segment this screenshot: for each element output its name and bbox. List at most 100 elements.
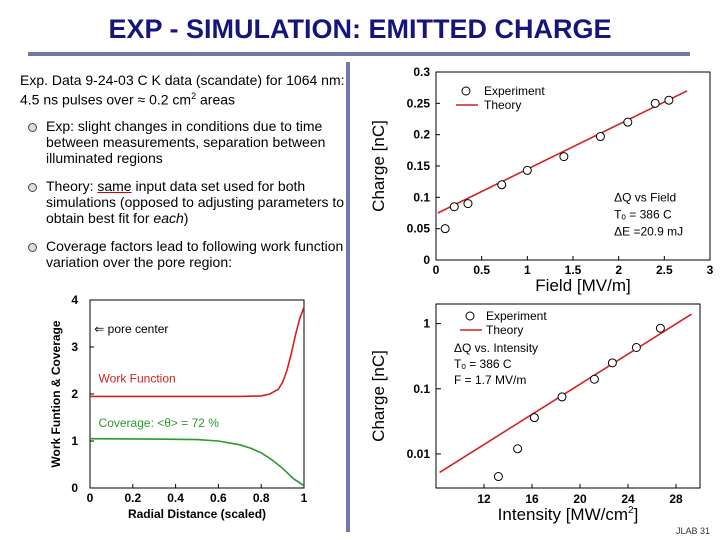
x-axis-label: Intensity [MW/cm2] [498, 505, 639, 524]
experiment-point [529, 413, 539, 423]
legend-experiment-marker [461, 86, 471, 96]
legend-theory-label: Theory [484, 98, 521, 112]
y-tick-label: 0 [71, 481, 78, 495]
experiment-point [559, 152, 569, 162]
x-tick-label: 0.6 [210, 491, 227, 505]
bullet-3-text: Coverage factors lead to following work … [46, 238, 344, 270]
y-tick-label: 0.2 [413, 128, 430, 142]
y-tick-label: 4 [71, 293, 78, 307]
y-tick-label: 0.25 [407, 96, 431, 110]
pore-center-annotation: ⇐ pore center [94, 322, 168, 336]
x-tick-label: 24 [621, 492, 635, 506]
bullet-experiment: Exp: slight changes in conditions due to… [28, 118, 356, 166]
bullet-2-mid: input data set used for both simulations… [46, 178, 345, 226]
x-axis-label-main: Intensity [MW/cm [498, 505, 628, 524]
field-annotation: ΔE =20.9 mJ [614, 225, 683, 239]
y-tick-label: 1 [71, 434, 78, 448]
title-underline [28, 52, 690, 56]
charge-vs-field-chart: 0 0.5 1 1.5 2 2.5 3 0 0.05 0.1 0.15 0.2 0.25 0.3 Field… [369, 65, 714, 295]
bullet-dot-icon [28, 183, 37, 192]
experiment-point [463, 199, 473, 209]
field-annotation: ΔQ vs Field [614, 191, 676, 205]
intensity-annotation: Tₒ = 386 C [454, 357, 512, 371]
experiment-point [522, 165, 532, 175]
charge-vs-intensity-chart: 12 16 20 24 28 0.01 0.1 1 Intensity [MW/cm2] Char… [369, 303, 701, 524]
x-tick-label: 3 [707, 263, 714, 277]
field-annotation: Tₒ = 386 C [614, 208, 672, 222]
theory-line [439, 313, 693, 474]
x-tick-label: 0.5 [473, 263, 490, 277]
x-axis-label-sup: 2 [628, 505, 634, 516]
intensity-annotation: F = 1.7 MV/m [454, 373, 526, 387]
experiment-point [589, 374, 599, 384]
x-tick-label: 2 [615, 263, 622, 277]
y-tick-label: 0.01 [407, 447, 431, 461]
vertical-divider [346, 62, 350, 532]
x-tick-label: 1 [301, 491, 308, 505]
x-tick-label: 1.5 [565, 263, 582, 277]
x-tick-label: 0.2 [124, 491, 141, 505]
y-tick-label: 3 [71, 340, 78, 354]
bullet-2-post: ) [183, 210, 189, 226]
y-tick-label: 0.1 [413, 190, 430, 204]
y-axis-label: Work Funtion & Coverage [49, 320, 63, 467]
intro-text: Exp. Data 9-24-03 C K data (scandate) fo… [20, 72, 360, 108]
x-tick-label: 16 [525, 492, 539, 506]
legend-theory-label: Theory [486, 323, 523, 337]
intro-part1: Exp. Data 9-24-03 C K data (scandate) fo… [20, 72, 345, 108]
plot-frame [435, 303, 701, 489]
experiment-point [557, 392, 567, 402]
experiment-point [623, 117, 633, 127]
x-axis-label: Field [MV/m] [535, 276, 630, 295]
coverage-label: Coverage: <θ> = 72 % [99, 416, 220, 430]
work-function-line [90, 306, 305, 398]
bullet-2-emph: each [153, 210, 184, 226]
x-tick-label: 12 [477, 492, 491, 506]
experiment-point [631, 342, 641, 352]
experiment-point [655, 323, 665, 333]
intro-part2: areas [196, 91, 236, 108]
experiment-point [595, 132, 605, 142]
x-axis-label: Radial Distance (scaled) [128, 507, 266, 521]
bullet-theory: Theory: same input data set used for bot… [28, 178, 356, 226]
experiment-point [449, 202, 459, 212]
experiment-point [497, 180, 507, 190]
x-tick-label: 0.8 [253, 491, 270, 505]
y-axis-label: Charge [nC] [369, 350, 388, 442]
theory-line [437, 90, 688, 214]
experiment-point [664, 95, 674, 105]
work-function-chart: 0 0.2 0.4 0.6 0.8 1 0 1 2 3 4 Radial Distance (scal… [49, 293, 308, 521]
experiment-point [493, 472, 503, 482]
bullet-dot-icon [28, 123, 37, 132]
y-tick-label: 0.15 [407, 159, 431, 173]
experiment-point [607, 358, 617, 368]
bullet-2-pre: Theory: [46, 178, 98, 194]
intensity-annotation: ΔQ vs. Intensity [454, 341, 538, 355]
x-tick-label: 1 [524, 263, 531, 277]
x-tick-label: 0 [433, 263, 440, 277]
y-tick-label: 0.05 [407, 222, 431, 236]
slide-title: EXP - SIMULATION: EMITTED CHARGE [108, 14, 612, 44]
y-tick-label: 2 [71, 387, 78, 401]
bullet-list: Exp: slight changes in conditions due to… [28, 118, 356, 282]
experiment-point [513, 444, 523, 454]
legend-experiment-label: Experiment [486, 309, 547, 323]
experiment-point [440, 224, 450, 234]
legend-experiment-label: Experiment [484, 84, 545, 98]
x-tick-label: 28 [669, 492, 683, 506]
legend-experiment-marker [465, 311, 475, 321]
x-axis-label-end: ] [634, 505, 639, 524]
x-tick-label: 0.4 [167, 491, 184, 505]
bullet-coverage: Coverage factors lead to following work … [28, 238, 356, 270]
x-tick-label: 2.5 [656, 263, 673, 277]
y-tick-label: 0.1 [413, 382, 430, 396]
y-tick-label: 0.3 [413, 65, 430, 79]
coverage-line [89, 437, 305, 487]
intro-sup: 2 [191, 91, 197, 101]
x-tick-label: 0 [87, 491, 94, 505]
y-axis-label: Charge [nC] [369, 120, 388, 212]
x-tick-label: 20 [573, 492, 587, 506]
bullet-1-text: Exp: slight changes in conditions due to… [46, 118, 326, 166]
experiment-point [650, 98, 660, 108]
bullet-2-underlined: same [97, 178, 132, 194]
